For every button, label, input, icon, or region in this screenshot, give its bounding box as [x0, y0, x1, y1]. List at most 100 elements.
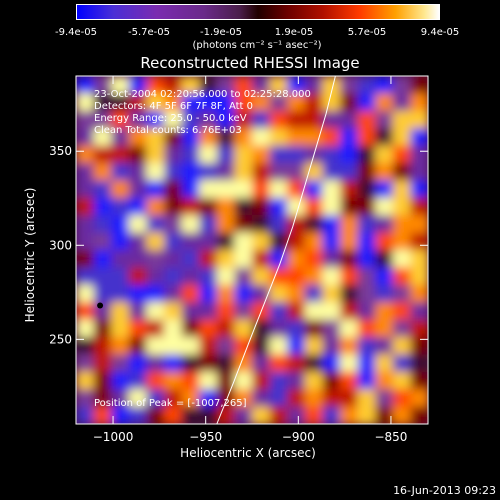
- heatmap-cell: [375, 76, 394, 95]
- heatmap-cell: [146, 250, 165, 269]
- heatmap-cell: [76, 163, 95, 182]
- heatmap-cell: [357, 267, 377, 286]
- heatmap-cell: [322, 232, 341, 251]
- heatmap-cell: [375, 180, 394, 199]
- heatmap-cell: [181, 128, 201, 147]
- heatmap-cell: [216, 389, 236, 408]
- heatmap-cell: [357, 93, 377, 112]
- heatmap-cell: [164, 354, 183, 373]
- heatmap-cell: [164, 337, 183, 356]
- heatmap-cell: [146, 354, 165, 373]
- heatmap-cell: [216, 110, 236, 130]
- heatmap-cell: [93, 163, 113, 182]
- heatmap-cell: [199, 145, 218, 164]
- heatmap-cell: [357, 302, 377, 321]
- heatmap-cell: [199, 76, 218, 95]
- heatmap-cell: [322, 128, 341, 147]
- heatmap-cell: [216, 250, 236, 269]
- heatmap-cell: [269, 371, 289, 391]
- heatmap-cell: [322, 76, 341, 95]
- heatmap-cell: [216, 232, 236, 251]
- y-tick-label: 350: [49, 144, 72, 158]
- heatmap-cell: [128, 163, 148, 182]
- heatmap-cell: [392, 337, 412, 356]
- heatmap-cell: [93, 215, 113, 234]
- heatmap-cell: [392, 197, 412, 217]
- heatmap-cell: [340, 302, 359, 321]
- heatmap-cell: [181, 267, 201, 286]
- heatmap-cell: [93, 267, 113, 286]
- annotation-counts: Clean Total counts: 6.76E+03: [94, 125, 242, 136]
- heatmap-cell: [181, 180, 201, 199]
- axis-ticks: −1000 −950 −900 −850 250 300 350: [49, 76, 428, 444]
- heatmap-cell: [410, 110, 428, 130]
- heatmap-cell: [392, 406, 412, 424]
- heatmap-cell: [357, 406, 377, 424]
- heatmap-cell: [216, 76, 236, 95]
- heatmap-cell: [304, 337, 324, 356]
- heatmap-cell: [252, 197, 271, 217]
- heatmap-cell: [252, 232, 271, 251]
- heatmap-cell: [410, 76, 428, 95]
- heatmap-cell: [410, 93, 428, 112]
- heatmap-cell: [269, 354, 289, 373]
- heatmap-cell: [375, 232, 394, 251]
- heatmap-cell: [322, 337, 341, 356]
- heatmap-cell: [164, 128, 183, 147]
- heatmap-cell: [375, 128, 394, 147]
- heatmap-cell: [76, 197, 95, 217]
- colorbar-tick: 9.4e-05: [420, 27, 460, 38]
- heatmap-cell: [93, 110, 113, 130]
- heatmap-cell: [146, 267, 165, 286]
- heatmap-cell: [234, 128, 253, 147]
- heatmap-cell: [287, 389, 306, 408]
- heatmap-cell: [164, 76, 183, 95]
- heatmap-cell: [128, 180, 148, 199]
- heatmap-cell: [128, 371, 148, 391]
- heatmap-cell: [234, 110, 253, 130]
- y-axis-label: Heliocentric Y (arcsec): [23, 187, 37, 323]
- heatmap-cell: [340, 319, 359, 338]
- heatmap-cell: [340, 267, 359, 286]
- heatmap-cell: [181, 215, 201, 234]
- heatmap-cell: [164, 110, 183, 130]
- heatmap-cell: [410, 389, 428, 408]
- x-tick-label: −950: [189, 430, 222, 444]
- heatmap-cell: [340, 110, 359, 130]
- heatmap-cell: [410, 180, 428, 199]
- heatmap-cell: [340, 406, 359, 424]
- heatmap-cell: [357, 354, 377, 373]
- heatmap-cell: [287, 145, 306, 164]
- heatmap-cell: [146, 371, 165, 391]
- heatmap-cell: [269, 197, 289, 217]
- heatmap-cell: [216, 302, 236, 321]
- heatmap-cell: [146, 163, 165, 182]
- heatmap-cell: [340, 250, 359, 269]
- heatmap-cell: [76, 110, 95, 130]
- heatmap-cell: [128, 406, 148, 424]
- heatmap-cell: [181, 250, 201, 269]
- heatmap-cell: [357, 110, 377, 130]
- heatmap-cell: [234, 371, 253, 391]
- heatmap-cell: [164, 389, 183, 408]
- heatmap-cell: [269, 180, 289, 199]
- heatmap-cell: [392, 110, 412, 130]
- heatmap-cell: [199, 250, 218, 269]
- heatmap-cell: [181, 76, 201, 95]
- colorbar-tick: -1.9e-05: [200, 27, 242, 38]
- heatmap-cell: [234, 389, 253, 408]
- heatmap-cell: [322, 215, 341, 234]
- heatmap-cell: [76, 232, 95, 251]
- heatmap-cell: [287, 232, 306, 251]
- heatmap-cell: [375, 406, 394, 424]
- heatmap-cell: [146, 284, 165, 304]
- heatmap-cell: [164, 319, 183, 338]
- heatmap-cell: [216, 93, 236, 112]
- heatmap-cell: [93, 389, 113, 408]
- heatmap-cell: [76, 371, 95, 391]
- heatmap-cell: [357, 319, 377, 338]
- heatmap-cell: [76, 215, 95, 234]
- heatmap-cell: [128, 197, 148, 217]
- heatmap-cell: [410, 197, 428, 217]
- heatmap-cell: [111, 93, 130, 112]
